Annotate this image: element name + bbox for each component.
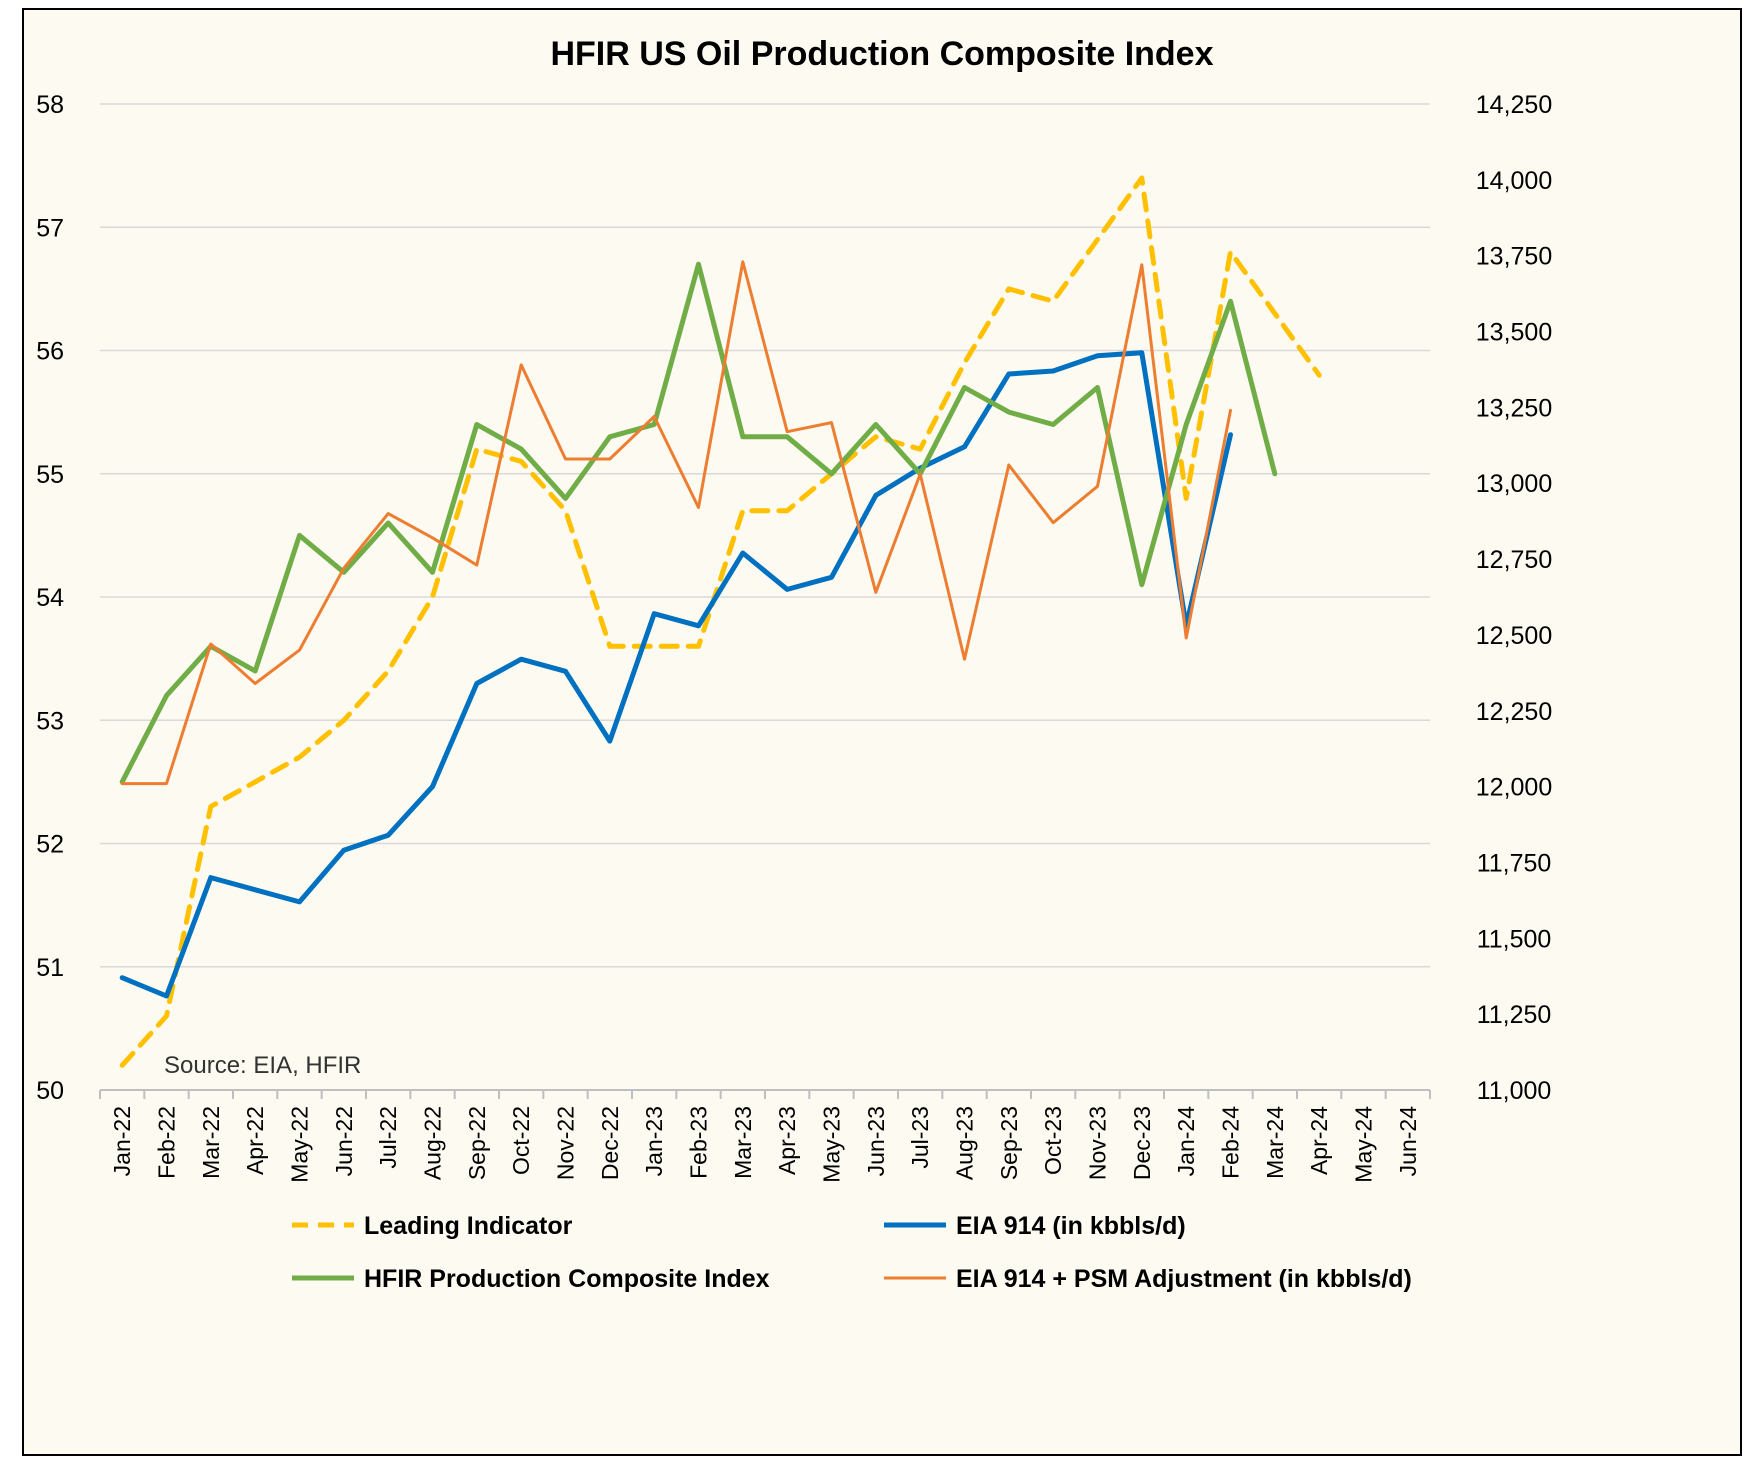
x-axis-tick-label: Jan-24: [1173, 1106, 1199, 1177]
x-axis-tick-label: Nov-22: [553, 1106, 579, 1180]
x-axis-tick-label: Mar-24: [1262, 1106, 1288, 1179]
x-axis-tick-label: Nov-23: [1085, 1106, 1111, 1180]
right-axis-tick-label: 13,000: [1476, 470, 1552, 498]
x-axis-tick-label: Jul-23: [907, 1106, 933, 1169]
series-lines: [119, 175, 1322, 1068]
right-axis-tick-label: 11,000: [1477, 1077, 1552, 1105]
legend: Leading Indicator EIA 914 (in kbbls/d) HFI…: [292, 1212, 1412, 1293]
right-axis-tick-label: 13,750: [1476, 243, 1552, 271]
x-axis-tick-label: Dec-22: [597, 1106, 623, 1180]
right-axis-tick-label: 14,000: [1476, 167, 1552, 195]
right-axis-tick-label: 11,750: [1477, 849, 1552, 877]
x-axis-tick-label: Mar-22: [198, 1106, 224, 1179]
x-axis-tick-label: Feb-23: [686, 1106, 712, 1179]
right-axis-tick-label: 12,250: [1476, 698, 1552, 726]
legend-label: Leading Indicator: [364, 1212, 573, 1240]
legend-label: HFIR Production Composite Index: [364, 1265, 770, 1293]
left-axis-tick-label: 52: [36, 831, 64, 859]
right-axis-tick-label: 13,500: [1476, 319, 1552, 347]
chart-title: HFIR US Oil Production Composite Index: [550, 35, 1213, 73]
left-axis-tick-label: 51: [36, 954, 64, 982]
right-axis-tick-label: 11,250: [1477, 1001, 1552, 1029]
x-axis-tick-label: Apr-23: [774, 1106, 800, 1175]
x-axis-tick-label: Jun-23: [863, 1106, 889, 1176]
source-note: Source: EIA, HFIR: [164, 1052, 361, 1079]
right-axis-tick-label: 14,250: [1476, 91, 1552, 119]
series-line-eia-914-psm-adjustment-in-kbbls-d: [120, 260, 1232, 786]
left-axis-tick-label: 57: [36, 214, 64, 242]
left-axis-tick-label: 53: [36, 707, 64, 735]
series-line-eia-914-in-kbbls-d: [119, 350, 1233, 999]
series-line-leading-indicator: [119, 175, 1322, 1068]
left-axis-tick-label: 55: [36, 461, 64, 489]
chart-frame: HFIR US Oil Production Composite Index 5…: [22, 8, 1742, 1456]
x-axis-tick-label: Jul-22: [375, 1106, 401, 1169]
x-axis-tick-label: Jan-23: [641, 1106, 667, 1176]
x-axis-tick-label: Oct-23: [1040, 1106, 1066, 1175]
left-axis-tick-label: 54: [36, 584, 64, 612]
legend-entry: HFIR Production Composite Index: [292, 1265, 770, 1293]
x-axis-tick-label: Jan-22: [109, 1106, 135, 1176]
x-axis-tick-label: Dec-23: [1129, 1106, 1155, 1180]
right-axis-tick-label: 11,500: [1477, 925, 1552, 953]
legend-entry: EIA 914 + PSM Adjustment (in kbbls/d): [884, 1265, 1412, 1293]
x-axis-tick-label: Jun-22: [331, 1106, 357, 1176]
x-axis-tick-label: Mar-23: [730, 1106, 756, 1179]
left-axis-tick-label: 56: [36, 338, 64, 366]
x-axis-tick-label: Sep-22: [464, 1106, 490, 1180]
x-axis-tick-label: May-22: [287, 1106, 313, 1183]
x-axis-tick-label: Apr-22: [242, 1106, 268, 1175]
axes: 50 51 52 53 54 55 56 57 58 11,000 11,250 11,500 11,7…: [36, 91, 1552, 1183]
legend-entry: EIA 914 (in kbbls/d): [884, 1212, 1186, 1240]
x-axis-tick-label: Aug-23: [952, 1106, 978, 1180]
x-axis-tick-label: Oct-22: [508, 1106, 534, 1175]
x-axis-tick-label: Aug-22: [420, 1106, 446, 1180]
x-axis-tick-label: May-23: [819, 1106, 845, 1183]
x-axis-tick-label: Apr-24: [1306, 1106, 1332, 1175]
series-line-hfir-production-composite-index: [119, 261, 1278, 785]
left-axis-tick-label: 50: [36, 1077, 64, 1105]
x-axis-tick-label: May-24: [1351, 1106, 1377, 1183]
chart-svg: HFIR US Oil Production Composite Index 5…: [36, 35, 1552, 1293]
left-axis-tick-label: 58: [36, 91, 64, 119]
x-axis-tick-label: Feb-24: [1218, 1106, 1244, 1179]
legend-label: EIA 914 (in kbbls/d): [956, 1212, 1186, 1240]
right-axis-tick-label: 12,750: [1476, 546, 1552, 574]
right-axis-tick-label: 13,250: [1476, 394, 1552, 422]
legend-entry: Leading Indicator: [292, 1212, 573, 1240]
x-axis-tick-label: Jun-24: [1395, 1106, 1421, 1177]
right-axis-tick-label: 12,500: [1476, 622, 1552, 650]
legend-label: EIA 914 + PSM Adjustment (in kbbls/d): [956, 1265, 1412, 1293]
right-axis-tick-label: 12,000: [1476, 774, 1552, 802]
x-axis-tick-label: Feb-22: [154, 1106, 180, 1179]
x-axis-tick-label: Sep-23: [996, 1106, 1022, 1180]
